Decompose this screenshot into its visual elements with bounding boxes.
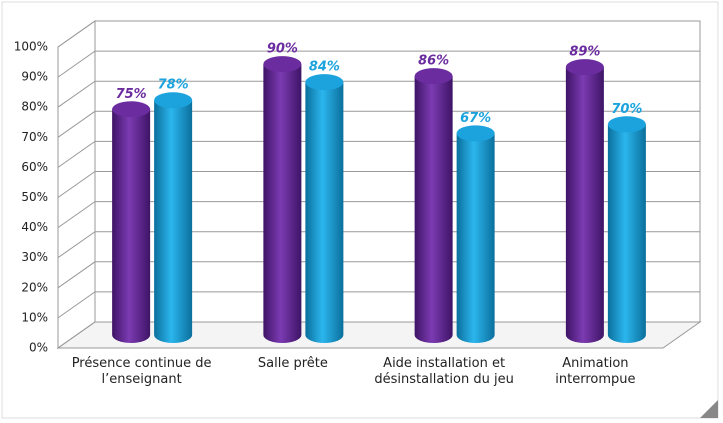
data-label: 67% — [460, 111, 491, 126]
y-tick-label: 90% — [21, 70, 48, 84]
data-label: 70% — [611, 102, 642, 117]
grid-line — [57, 231, 700, 259]
grid-line — [57, 140, 700, 168]
data-label: 89% — [569, 45, 600, 60]
grid-line — [57, 261, 700, 289]
bar — [607, 116, 646, 343]
y-tick-label: 40% — [21, 220, 48, 234]
grid-line — [57, 321, 700, 349]
y-tick-label: 20% — [21, 280, 48, 294]
x-tick-label: Aide installation et désinstallation du … — [374, 356, 514, 387]
data-label: 75% — [116, 87, 147, 102]
grid-line — [57, 110, 700, 138]
data-label: 84% — [309, 60, 340, 75]
y-tick-label: 30% — [21, 250, 48, 264]
bar — [565, 59, 604, 344]
grid-line — [57, 171, 700, 198]
grid-line — [57, 291, 700, 319]
data-label: 78% — [158, 78, 189, 93]
y-tick-label: 80% — [21, 100, 48, 114]
y-tick-label: 0% — [29, 341, 48, 355]
data-label: 90% — [267, 42, 298, 57]
bar — [414, 68, 453, 343]
grid-line — [57, 50, 700, 78]
x-tick-label: Animation interrompue — [555, 356, 636, 387]
y-tick-label: 60% — [21, 160, 48, 174]
data-label: 86% — [418, 54, 449, 69]
bar — [154, 92, 193, 343]
bar — [112, 101, 151, 343]
grid-line — [57, 20, 700, 48]
y-tick-label: 10% — [21, 310, 48, 324]
bar — [305, 74, 344, 343]
bar — [263, 56, 302, 343]
y-tick-label: 100% — [14, 40, 48, 54]
corner — [700, 400, 718, 418]
y-tick-label: 50% — [21, 190, 48, 204]
x-tick-label: Salle prête — [257, 356, 328, 371]
x-tick-label: Présence continue de l’enseignant — [71, 356, 212, 387]
grid-line — [57, 80, 700, 108]
bar — [456, 125, 495, 343]
grid-line — [57, 201, 700, 229]
y-tick-label: 70% — [21, 130, 48, 144]
